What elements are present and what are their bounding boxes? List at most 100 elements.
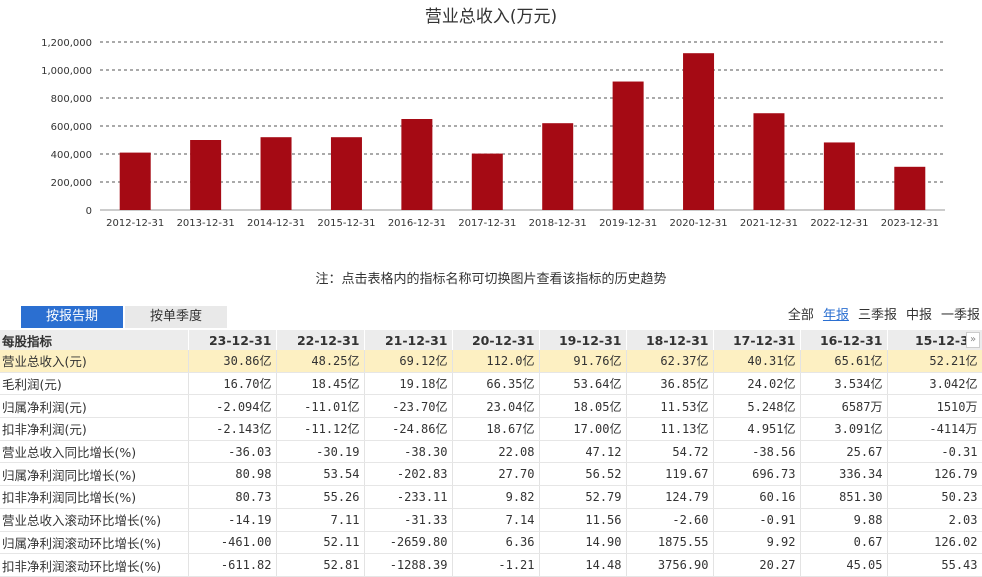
table-cell: 80.98 [188,462,277,487]
table-cell: -31.33 [364,508,453,532]
period-annual[interactable]: 年报 [822,308,849,323]
table-cell: -2.143亿 [188,417,277,441]
row-label[interactable]: 归属净利润(元) [0,394,189,419]
column-header: 16-12-31 [800,330,888,350]
table-cell: 56.52 [539,462,627,487]
table-cell: 30.86亿 [188,350,277,373]
table-row: 归属净利润滚动环比增长(%) -461.00 52.11 -2659.80 6.36 14… [0,531,982,555]
table-cell: 112.0亿 [452,350,540,373]
x-tick-label: 2022-12-31 [810,218,868,229]
table-cell: 60.16 [713,485,801,509]
table-cell: 80.73 [188,485,277,509]
table-cell: 52.81 [276,553,365,577]
x-tick-label: 2015-12-31 [317,218,375,229]
column-header: 21-12-31 [364,330,453,350]
row-label[interactable]: 扣非净利润同比增长(%) [0,485,189,509]
table-cell: 23.04亿 [452,394,540,419]
bar [894,166,926,210]
x-tick-label: 2018-12-31 [529,218,587,229]
x-tick-label: 2019-12-31 [599,218,657,229]
y-tick-label: 0 [86,206,92,217]
table-row: 归属净利润(元) -2.094亿 -11.01亿 -23.70亿 23.04亿 18.05… [0,394,982,419]
bar [119,152,151,210]
x-tick-label: 2016-12-31 [388,218,446,229]
report-tabs: 按报告期 按单季度 [21,306,229,328]
tab-by-report-period[interactable]: 按报告期 [21,306,123,328]
table-cell: 9.92 [713,531,801,555]
period-all[interactable]: 全部 [787,308,814,323]
column-header: 18-12-31 [626,330,714,350]
y-tick-label: 1,000,000 [41,66,92,77]
table-cell: -461.00 [188,531,277,555]
table-row: 扣非净利润(元) -2.143亿 -11.12亿 -24.86亿 18.67亿 17.00… [0,417,982,441]
table-cell: 124.79 [626,485,714,509]
scroll-right-icon[interactable]: » [966,332,980,348]
period-q3[interactable]: 三季报 [857,308,897,323]
bar [612,81,644,210]
table-cell: 11.56 [539,508,627,532]
table-row: 营业总收入(元) 30.86亿 48.25亿 69.12亿 112.0亿 91.76亿 62… [0,350,982,373]
table-cell: 7.11 [276,508,365,532]
table-cell: 48.25亿 [276,350,365,373]
table-cell: 14.48 [539,553,627,577]
bar [471,153,503,210]
bar [401,119,433,210]
table-cell: 696.73 [713,462,801,487]
tab-by-quarter[interactable]: 按单季度 [125,306,227,328]
column-header: 22-12-31 [276,330,365,350]
bar [330,137,362,210]
table-cell: 22.08 [452,440,540,464]
table-cell: -23.70亿 [364,394,453,419]
table-cell: -202.83 [364,462,453,487]
row-label[interactable]: 营业总收入(元) [0,350,189,373]
chart-note: 注：点击表格内的指标名称可切换图片查看该指标的历史趋势 [315,272,667,287]
table-cell: 47.12 [539,440,627,464]
table-cell: 27.70 [452,462,540,487]
table-cell: -1.21 [452,553,540,577]
x-tick-label: 2014-12-31 [247,218,305,229]
period-half[interactable]: 中报 [905,308,932,323]
table-cell: 6.36 [452,531,540,555]
table-cell: 40.31亿 [713,350,801,373]
row-label[interactable]: 营业总收入同比增长(%) [0,440,189,464]
table-cell: 3.534亿 [800,372,888,396]
table-cell: -0.31 [887,440,982,464]
row-label[interactable]: 扣非净利润(元) [0,417,189,441]
x-tick-label: 2013-12-31 [177,218,235,229]
table-cell: 52.21亿 [887,350,982,373]
table-cell: 62.37亿 [626,350,714,373]
table-cell: 7.14 [452,508,540,532]
table-row: 扣非净利润同比增长(%) 80.73 55.26 -233.11 9.82 52.79 12… [0,485,982,509]
table-cell: 24.02亿 [713,372,801,396]
bar [823,142,855,210]
table-cell: 3756.90 [626,553,714,577]
table-cell: -11.12亿 [276,417,365,441]
table-cell: 18.45亿 [276,372,365,396]
row-label[interactable]: 毛利润(元) [0,372,189,396]
row-label[interactable]: 营业总收入滚动环比增长(%) [0,508,189,532]
bar [190,140,222,210]
table-cell: 3.091亿 [800,417,888,441]
row-label[interactable]: 归属净利润同比增长(%) [0,462,189,487]
table-cell: 126.79 [887,462,982,487]
table-cell: 50.23 [887,485,982,509]
period-q1[interactable]: 一季报 [940,308,980,323]
table-cell: -2.60 [626,508,714,532]
table-cell: 52.79 [539,485,627,509]
x-tick-label: 2023-12-31 [881,218,939,229]
table-cell: -233.11 [364,485,453,509]
table-row: 营业总收入同比增长(%) -36.03 -30.19 -38.30 22.08 47.12… [0,440,982,464]
table-cell: 25.67 [800,440,888,464]
table-cell: 4.951亿 [713,417,801,441]
table-header: 每股指标 23-12-31 22-12-31 21-12-31 20-12-31… [0,330,982,350]
table-cell: 91.76亿 [539,350,627,373]
table-cell: 851.30 [800,485,888,509]
row-label[interactable]: 扣非净利润滚动环比增长(%) [0,553,189,577]
table-cell: -30.19 [276,440,365,464]
column-header: 19-12-31 [539,330,627,350]
chart-title: 营业总收入(万元) [425,7,557,27]
table-cell: 20.27 [713,553,801,577]
row-label[interactable]: 归属净利润滚动环比增长(%) [0,531,189,555]
table-cell: 66.35亿 [452,372,540,396]
table-cell: 54.72 [626,440,714,464]
